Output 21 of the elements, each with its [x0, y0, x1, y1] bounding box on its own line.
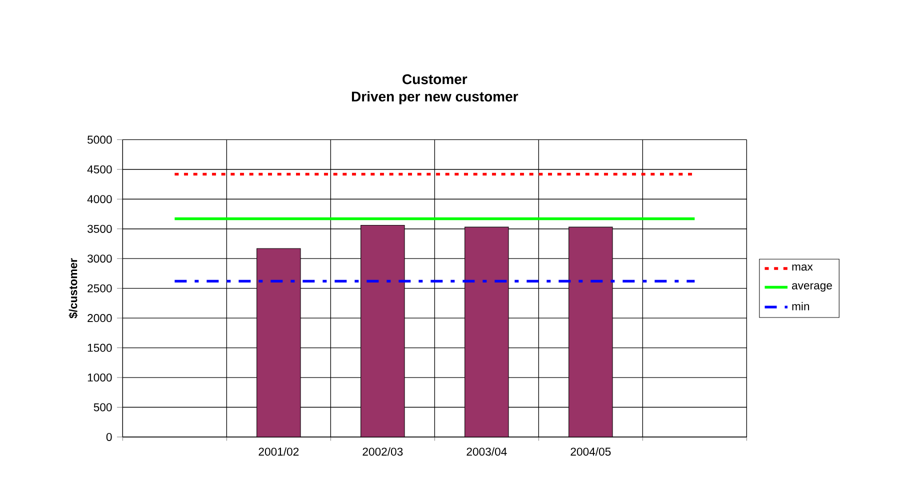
y-tick-label: 2000: [88, 314, 112, 322]
chart-title: Customer: [402, 74, 468, 84]
legend-label: min: [792, 302, 810, 310]
x-tick-label: 2001/02: [258, 447, 299, 456]
x-tick-label: 2004/05: [570, 447, 611, 456]
y-tick-label: 1000: [88, 374, 112, 382]
y-tick-label: 1500: [88, 344, 112, 352]
y-tick-label: 500: [94, 403, 112, 412]
legend-label: average: [792, 283, 832, 292]
y-tick-label: 3000: [88, 254, 112, 263]
y-tick-label: 3500: [88, 224, 112, 233]
y-tick-label: 4500: [87, 165, 112, 174]
x-tick-label: 2003/04: [466, 447, 507, 456]
y-tick-label: 0: [106, 432, 112, 441]
y-tick-label: 5000: [88, 136, 112, 144]
chart-subtitle: Driven per new customer: [352, 91, 518, 104]
y-tick-label: 4000: [87, 195, 112, 204]
y-axis-title: $/customer: [68, 258, 78, 318]
y-tick-label: 2500: [88, 284, 112, 292]
legend-label: max: [792, 264, 813, 271]
x-tick-label: 2002/03: [362, 447, 403, 456]
